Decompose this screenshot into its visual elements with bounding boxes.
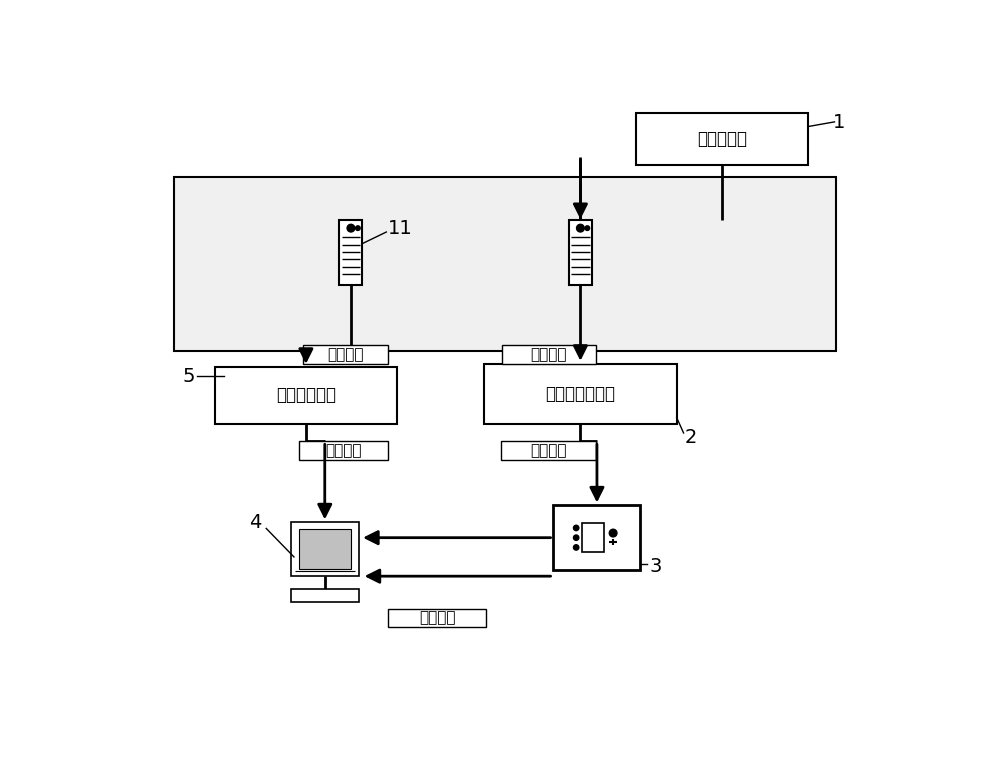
Circle shape [585, 226, 589, 231]
Bar [291, 522, 359, 576]
Circle shape [574, 525, 579, 531]
Text: 11: 11 [388, 219, 412, 238]
Text: 远方运维站: 远方运维站 [697, 130, 747, 148]
Text: 自动化监控系统: 自动化监控系统 [545, 385, 615, 403]
Bar [554, 505, 641, 570]
Text: 1: 1 [833, 112, 846, 131]
Circle shape [574, 545, 579, 550]
Bar [501, 442, 595, 460]
Bar [304, 345, 388, 364]
Circle shape [356, 226, 360, 231]
Bar [339, 220, 363, 285]
Text: 遥控命令: 遥控命令 [530, 443, 567, 458]
Text: 图像监视: 图像监视 [327, 347, 364, 362]
Bar [636, 112, 808, 165]
Bar [583, 523, 604, 553]
Text: 图像采取: 图像采取 [419, 610, 455, 625]
Bar [215, 367, 398, 424]
Text: 3: 3 [650, 557, 662, 576]
Circle shape [577, 225, 584, 232]
Bar [569, 220, 592, 285]
Bar [388, 609, 487, 627]
Text: 5: 5 [183, 367, 196, 386]
Circle shape [347, 225, 355, 232]
Text: 图像返回: 图像返回 [325, 443, 362, 458]
Text: 远方预试: 远方预试 [530, 347, 567, 362]
Text: 4: 4 [249, 513, 262, 532]
Text: 2: 2 [685, 428, 697, 447]
Bar [501, 345, 595, 364]
Bar [291, 589, 359, 602]
Bar [300, 442, 388, 460]
Bar [299, 529, 351, 569]
Circle shape [574, 535, 579, 540]
Circle shape [609, 529, 617, 537]
Bar [485, 364, 676, 424]
Bar [174, 178, 836, 351]
Text: 图像监控系统: 图像监控系统 [276, 386, 336, 405]
